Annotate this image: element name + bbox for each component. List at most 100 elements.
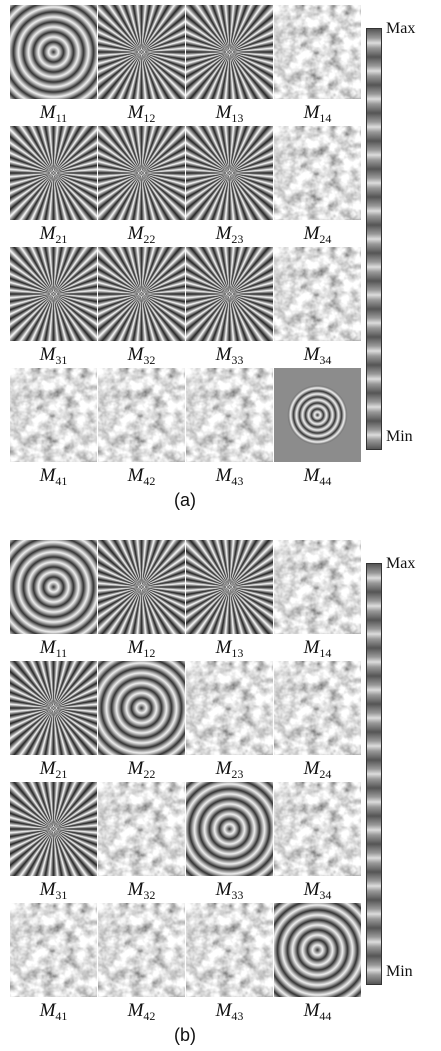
element-label: M23	[186, 224, 273, 249]
element-label: M33	[186, 345, 273, 370]
label-index: 41	[55, 1009, 67, 1023]
matrix-image	[274, 661, 361, 755]
colorbar-max: Max	[386, 20, 415, 38]
matrix-image	[10, 903, 97, 997]
element-label: M24	[274, 759, 361, 784]
noise-texture	[274, 126, 361, 220]
label-index: 43	[231, 474, 243, 488]
noise-texture	[274, 247, 361, 341]
matrix-image	[274, 540, 361, 634]
label-index: 13	[231, 646, 243, 660]
label-index: 33	[231, 888, 243, 902]
label-symbol: M	[40, 758, 56, 779]
noise	[98, 368, 185, 462]
label-index: 14	[319, 646, 331, 660]
matrix-image	[186, 782, 273, 876]
label-index: 34	[319, 888, 331, 902]
matrix-image	[98, 903, 185, 997]
label-index: 41	[55, 474, 67, 488]
colorbar	[366, 563, 382, 985]
label-index: 13	[231, 111, 243, 125]
label-index: 12	[143, 111, 155, 125]
label-symbol: M	[304, 637, 320, 658]
noise-texture	[186, 368, 273, 462]
matrix-image	[274, 903, 361, 997]
matrix-image	[98, 782, 185, 876]
label-symbol: M	[128, 223, 144, 244]
noise	[186, 661, 273, 755]
element-label: M13	[186, 638, 273, 663]
matrix-image	[274, 5, 361, 99]
matrix-image	[98, 126, 185, 220]
element-label: M24	[274, 224, 361, 249]
noise	[10, 903, 97, 997]
label-symbol: M	[216, 102, 232, 123]
label-symbol: M	[216, 1000, 232, 1021]
label-symbol: M	[40, 879, 56, 900]
noise	[274, 5, 361, 99]
label-index: 11	[56, 646, 68, 660]
label-index: 21	[55, 232, 67, 246]
element-label: M42	[98, 466, 185, 491]
label-index: 42	[143, 1009, 155, 1023]
noise-texture	[98, 903, 185, 997]
matrix-image	[274, 126, 361, 220]
element-label: M13	[186, 103, 273, 128]
label-symbol: M	[216, 344, 232, 365]
label-symbol: M	[128, 637, 144, 658]
element-label: M42	[98, 1001, 185, 1026]
label-symbol: M	[128, 758, 144, 779]
element-label: M44	[274, 466, 361, 491]
label-index: 33	[231, 353, 243, 367]
label-index: 32	[143, 888, 155, 902]
label-index: 32	[143, 353, 155, 367]
label-symbol: M	[128, 879, 144, 900]
element-label: M41	[10, 1001, 97, 1026]
label-index: 31	[55, 888, 67, 902]
colorbar	[366, 28, 382, 450]
label-index: 23	[231, 767, 243, 781]
matrix-image	[98, 368, 185, 462]
matrix-image	[98, 540, 185, 634]
label-index: 11	[56, 111, 68, 125]
matrix-image	[186, 661, 273, 755]
element-label: M22	[98, 224, 185, 249]
label-index: 22	[143, 232, 155, 246]
label-index: 43	[231, 1009, 243, 1023]
noise-texture	[98, 782, 185, 876]
label-symbol: M	[216, 879, 232, 900]
matrix-image	[186, 540, 273, 634]
label-symbol: M	[40, 102, 56, 123]
noise-texture	[186, 903, 273, 997]
element-label: M43	[186, 466, 273, 491]
figure: M11M12M13M14M21M22M23M24M31M32M33M34M41M…	[0, 0, 441, 1051]
label-index: 34	[319, 353, 331, 367]
noise-texture	[10, 903, 97, 997]
colorbar-min: Min	[386, 428, 413, 446]
label-symbol: M	[40, 223, 56, 244]
noise	[274, 540, 361, 634]
element-label: M12	[98, 103, 185, 128]
label-symbol: M	[216, 223, 232, 244]
noise	[186, 903, 273, 997]
label-symbol: M	[40, 465, 56, 486]
label-index: 24	[319, 232, 331, 246]
element-label: M12	[98, 638, 185, 663]
label-symbol: M	[304, 758, 320, 779]
label-symbol: M	[216, 637, 232, 658]
noise	[10, 368, 97, 462]
colorbar-min: Min	[386, 963, 413, 981]
noise	[98, 782, 185, 876]
element-label: M32	[98, 880, 185, 905]
element-label: M32	[98, 345, 185, 370]
noise-texture	[274, 782, 361, 876]
matrix-image	[274, 782, 361, 876]
element-label: M11	[10, 103, 97, 128]
element-label: M31	[10, 345, 97, 370]
label-symbol: M	[216, 758, 232, 779]
noise	[98, 903, 185, 997]
element-label: M11	[10, 638, 97, 663]
label-index: 21	[55, 767, 67, 781]
